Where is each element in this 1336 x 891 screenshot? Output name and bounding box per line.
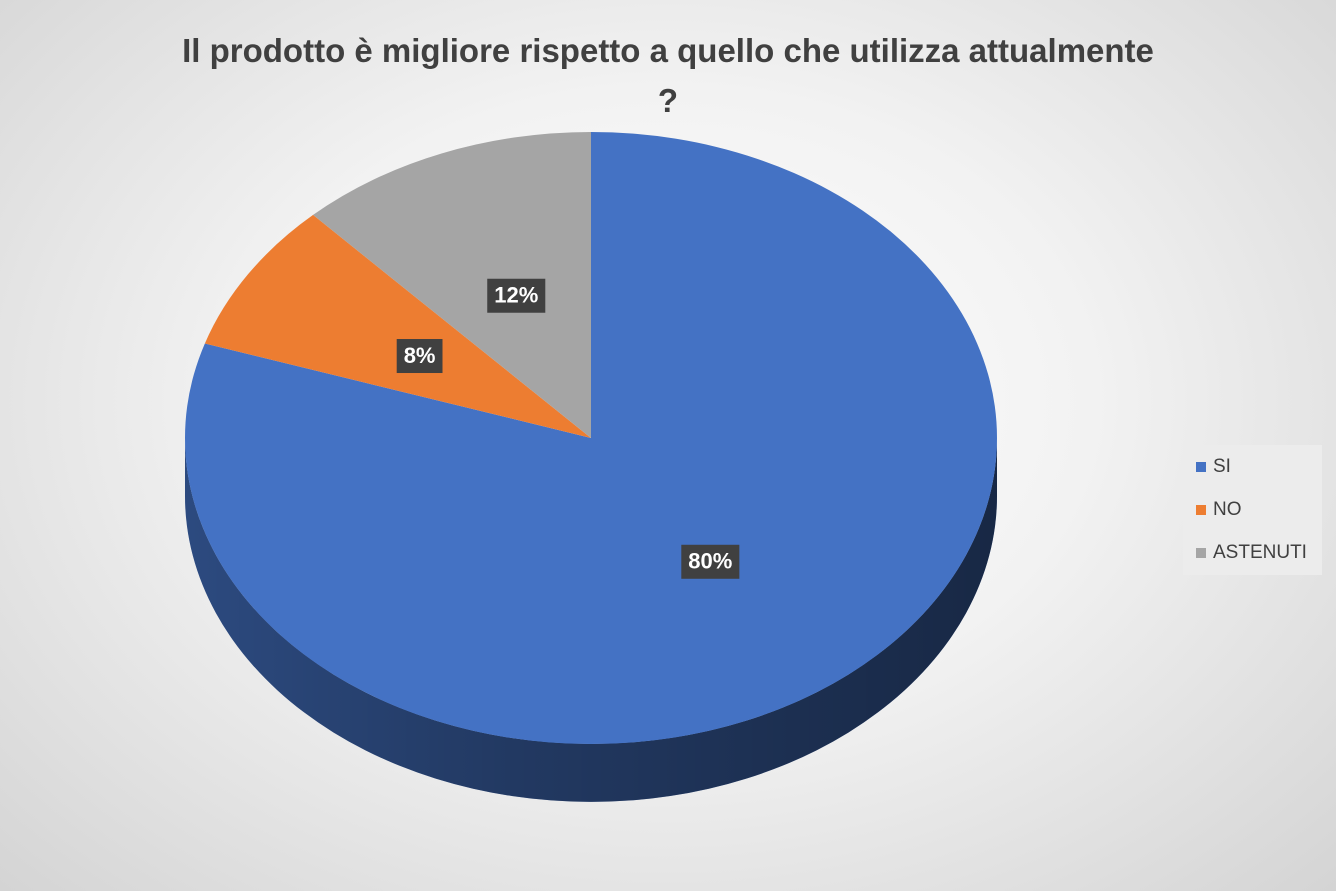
legend-swatch bbox=[1196, 548, 1206, 558]
legend-box bbox=[1183, 445, 1322, 575]
slice bbox=[313, 132, 591, 438]
legend-label: SI bbox=[1213, 456, 1231, 477]
slice bbox=[204, 214, 592, 438]
data-label: 80% bbox=[688, 549, 732, 574]
data-label-box bbox=[681, 544, 740, 579]
data-label: 12% bbox=[494, 283, 538, 308]
chart-title: Il prodotto è migliore rispetto a quello… bbox=[182, 32, 1154, 119]
slice-side-shade bbox=[185, 438, 997, 802]
legend-label: NO bbox=[1213, 499, 1242, 520]
data-label-box bbox=[487, 278, 546, 313]
data-label-box bbox=[396, 339, 443, 374]
data-label: 8% bbox=[404, 343, 436, 368]
legend-label: ASTENUTI bbox=[1213, 542, 1307, 563]
legend-swatch bbox=[1196, 462, 1206, 472]
legend-swatch bbox=[1196, 505, 1206, 515]
